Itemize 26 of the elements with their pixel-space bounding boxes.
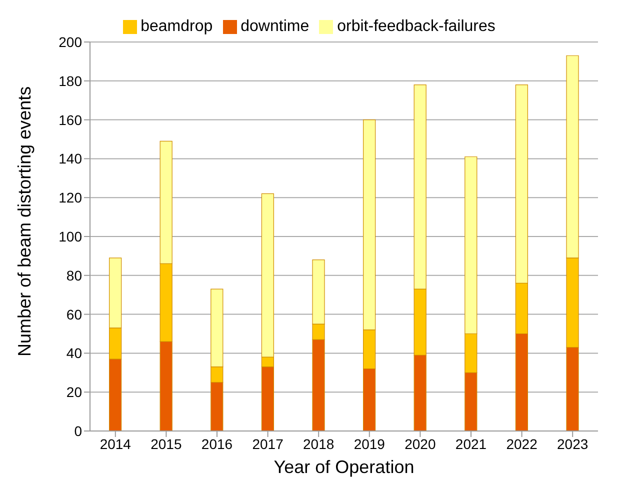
y-tick-label: 0 [74, 422, 82, 439]
x-tick-label: 2019 [354, 436, 386, 452]
x-tick-label: 2021 [455, 436, 487, 452]
x-tick-label: 2023 [557, 436, 588, 452]
y-tick-label: 200 [58, 34, 82, 50]
y-tick-label: 160 [58, 112, 82, 128]
x-tick-label: 2017 [252, 436, 284, 452]
legend-label: beamdrop [140, 18, 213, 35]
y-tick-label: 60 [66, 306, 82, 322]
y-tick-label: 40 [66, 345, 82, 362]
y-tick-label: 140 [58, 150, 82, 167]
x-tick-label: 2015 [150, 436, 182, 452]
legend-label: downtime [240, 18, 310, 35]
x-tick-label: 2018 [303, 436, 334, 452]
y-tick-label: 100 [58, 228, 82, 244]
x-tick-label: 2020 [404, 436, 436, 452]
y-tick-label: 180 [58, 72, 82, 89]
x-tick-label: 2014 [100, 436, 132, 452]
y-axis-title: Number of beam distorting events [14, 86, 34, 356]
y-tick-label: 20 [66, 384, 82, 400]
y-tick-label: 80 [66, 267, 82, 284]
x-axis-title: Year of Operation [274, 457, 414, 477]
x-tick-label: 2016 [201, 436, 233, 452]
legend-label: orbit-feedback-failures [337, 18, 496, 35]
y-tick-label: 120 [58, 190, 82, 206]
x-tick-label: 2022 [506, 436, 538, 452]
